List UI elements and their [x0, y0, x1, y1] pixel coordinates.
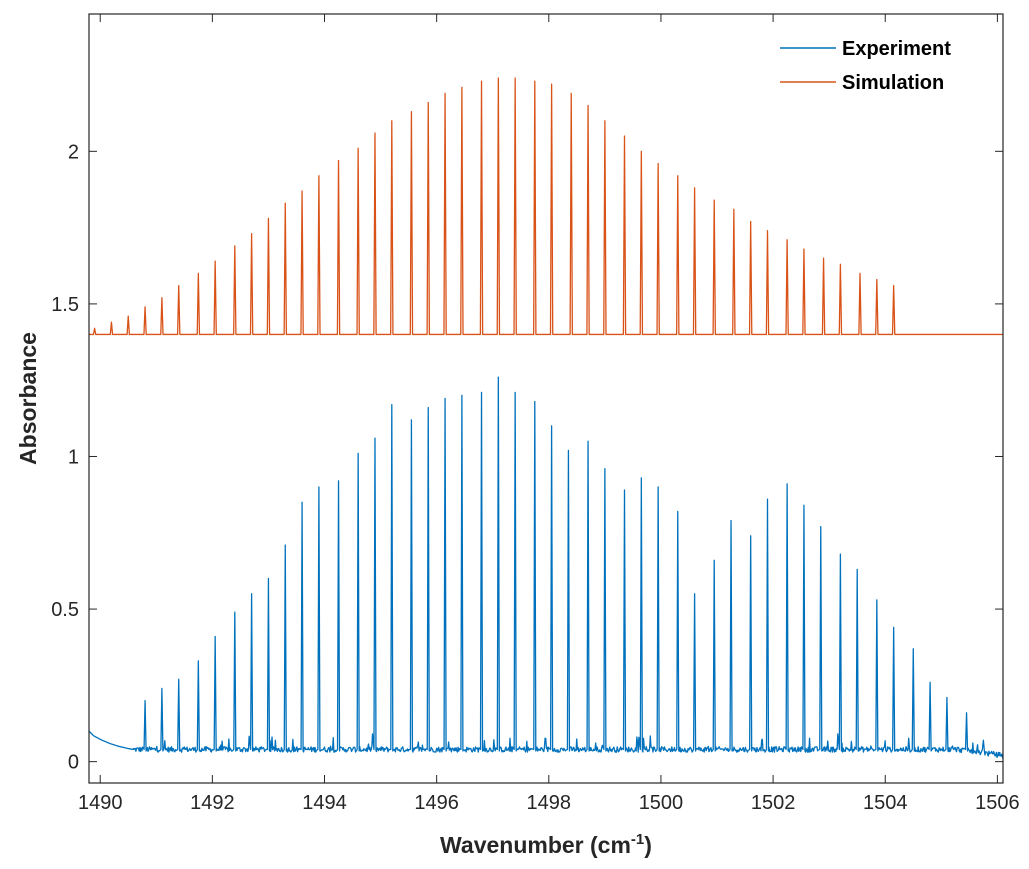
series-simulation — [89, 77, 1003, 336]
x-tick-label: 1506 — [975, 792, 1020, 814]
x-tick-label: 1502 — [751, 792, 796, 814]
y-tick-label: 1 — [68, 446, 79, 468]
y-tick-label: 0.5 — [51, 599, 79, 621]
y-tick-label: 2 — [68, 141, 79, 163]
x-tick-label: 1492 — [190, 792, 235, 814]
y-tick-label: 1.5 — [51, 294, 79, 316]
x-tick-label: 1500 — [639, 792, 684, 814]
x-axis-title-text: Wavenumber (cm — [440, 832, 631, 858]
legend-label-experiment: Experiment — [842, 38, 951, 60]
plot-area — [89, 14, 1003, 783]
ticks-layer: 1490 1492 1494 1496 1498 1500 1502 1504 1506 0 0.5… — [51, 14, 1020, 814]
x-axis-title-close: ) — [644, 832, 652, 858]
axes-box — [88, 13, 1004, 784]
x-tick-label: 1504 — [863, 792, 908, 814]
y-tick-label: 0 — [68, 752, 79, 774]
series-layer — [88, 77, 1004, 759]
x-tick-label: 1494 — [302, 792, 347, 814]
x-tick-label: 1490 — [78, 792, 123, 814]
legend-label-simulation: Simulation — [842, 72, 944, 94]
x-axis-title: Wavenumber (cm-1) — [440, 831, 652, 858]
x-axis-title-superscript: -1 — [631, 831, 644, 848]
y-axis-title: Absorbance — [15, 332, 41, 465]
x-tick-label: 1496 — [414, 792, 459, 814]
legend: Experiment Simulation — [780, 38, 951, 94]
x-tick-label: 1498 — [527, 792, 572, 814]
series-experiment — [88, 376, 1004, 759]
